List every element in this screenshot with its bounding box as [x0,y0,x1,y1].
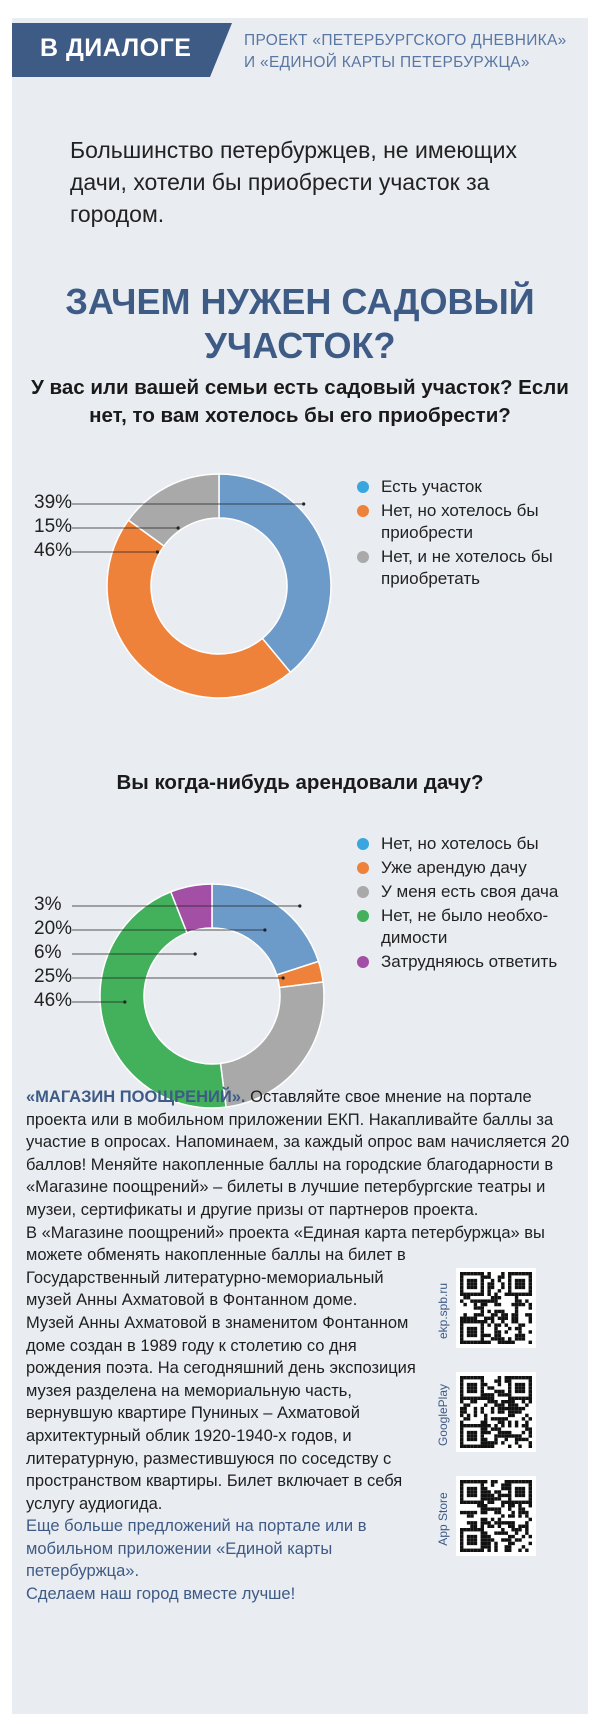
footer-text: «МАГАЗИН ПООЩРЕНИЙ». Оставляйте свое мне… [26,1086,576,1606]
footer-paragraph-4: Музей Анны Ахматовой в знаменитом Фонтан… [26,1313,416,1513]
chart2-legend-item-0: Нет, но хотелось бы [357,833,582,855]
chart2-slice-3 [99,890,227,1109]
chart2-legend-dot-3 [357,910,369,922]
project-caption-line-2: И «ЕДИНОЙ КАРТЫ ПЕТЕРБУРЖЦА» [244,54,530,71]
chart2-legend-dot-2 [357,886,369,898]
chart2-pct-label-0: 20% [34,918,73,939]
chart1-pct-label-0: 39% [34,492,73,513]
chart2-legend-dot-1 [357,862,369,874]
chart2-legend-label-2: У меня есть своя дача [381,882,559,901]
chart1-legend-dot-1 [357,505,369,517]
chart1-legend-item-1: Нет, но хотелось бы приобрести [357,500,582,544]
chart1-question-line-1: У вас или вашей семьи есть садовый участ… [31,376,569,399]
chart1-legend-dot-0 [357,481,369,493]
chart1-legend-label-1: Нет, но хотелось бы приобрести [381,501,539,542]
chart2-legend-label-3: Нет, не было необхо-димости [381,906,549,947]
page-title: ЗАЧЕМ НУЖЕН САДОВЫЙ УЧАСТОК? [12,280,588,368]
qr-code-icon [456,1476,536,1556]
chart2-leader-dot-1 [298,904,302,908]
project-caption: ПРОЕКТ «ПЕТЕРБУРГСКОГО ДНЕВНИКА» И «ЕДИН… [244,30,584,74]
footer-paragraph-1-text: Оставляйте свое мнение на портале проект… [26,1088,570,1219]
chart1-pct-label-1: 46% [34,540,73,561]
qr-block-0[interactable]: ekp.spb.ru [436,1268,576,1358]
footer-paragraph-1: «МАГАЗИН ПООЩРЕНИЙ». Оставляйте свое мне… [26,1086,576,1222]
chart2-legend-label-1: Уже арендую дачу [381,858,527,877]
qr-block-1[interactable]: GooglePlay [436,1372,576,1462]
chart2-legend-label-0: Нет, но хотелось бы [381,834,539,853]
qr-block-2[interactable]: App Store [436,1476,576,1566]
page-title-line-2: УЧАСТОК? [204,325,396,366]
chart1-slice-0 [218,473,332,674]
footer-paragraph-5: Еще больше предложений на портале или в … [26,1517,367,1581]
article-panel: В ДИАЛОГЕ ПРОЕКТ «ПЕТЕРБУРГСКОГО ДНЕВНИК… [12,18,588,1714]
project-caption-line-1: ПРОЕКТ «ПЕТЕРБУРГСКОГО ДНЕВНИКА» [244,32,567,49]
chart1-legend-dot-2 [357,551,369,563]
chart2-legend: Нет, но хотелось бы Уже арендую дачу У мен… [357,833,582,975]
chart1-slice-1 [106,519,292,699]
chart2-question: Вы когда-нибудь арендовали дачу? [116,771,484,794]
chart1-question-line-2: нет, то вам хотелось бы его приобрести? [89,404,511,427]
footer-paragraph-3: можете обменять накопленные баллы на бил… [26,1246,406,1310]
qr-label-2: App Store [436,1492,450,1546]
chart2-pct-label-3: 46% [34,990,73,1011]
chart1-leader-dot-0 [302,502,306,506]
lead-paragraph: Большинство петербуржцев, не имеющих дач… [70,137,517,227]
chart2-pct-label-1: 3% [34,894,62,915]
footer-paragraph-6: Сделаем наш город вместе лучше! [26,1585,296,1604]
chart2-legend-item-3: Нет, не было необхо-димости [357,905,582,949]
chart2-legend-dot-0 [357,838,369,850]
qr-label-1: GooglePlay [436,1383,450,1447]
chart2-leader-dot-3 [123,1000,127,1004]
chart1-leader-dot-1 [155,550,159,554]
chart2-pct-label-2: 25% [34,966,73,987]
chart2-legend-item-2: У меня есть своя дача [357,881,582,903]
qr-code-icon [456,1372,536,1452]
chart1-legend: Есть участок Нет, но хотелось бы приобрес… [357,476,582,592]
chart1-pct-label-2: 15% [34,516,73,537]
chart2-leader-dot-0 [263,928,267,932]
chart1-question: У вас или вашей семьи есть садовый участ… [12,374,588,430]
chart1-donut [72,473,332,699]
chart2-pct-label-4: 6% [34,942,62,963]
chart2-legend-label-4: Затрудняюсь ответить [381,952,558,971]
chart1-legend-label-0: Есть участок [381,477,482,496]
store-name: «МАГАЗИН ПООЩРЕНИЙ». [26,1088,246,1106]
qr-code-icon [456,1268,536,1348]
section-tag-label: В ДИАЛОГЕ [40,34,192,62]
chart2-legend-item-4: Затрудняюсь ответить [357,951,582,973]
page-title-line-1: ЗАЧЕМ НУЖЕН САДОВЫЙ [65,281,535,322]
chart1-legend-item-2: Нет, и не хотелось бы приобретать [357,546,582,590]
qr-label-0: ekp.spb.ru [436,1282,450,1340]
chart1-legend-label-2: Нет, и не хотелось бы приобретать [381,547,553,588]
chart1-leader-dot-2 [176,526,180,530]
chart1-legend-item-0: Есть участок [357,476,582,498]
footer-paragraph-2: В «Магазине поощрений» проекта «Единая к… [26,1223,545,1242]
chart2-leader-dot-4 [193,952,197,956]
section-tag: В ДИАЛОГЕ [12,23,232,77]
chart2-legend-item-1: Уже арендую дачу [357,857,582,879]
chart2-leader-dot-2 [281,976,285,980]
chart2-legend-dot-4 [357,956,369,968]
chart2-donut [72,883,325,1109]
